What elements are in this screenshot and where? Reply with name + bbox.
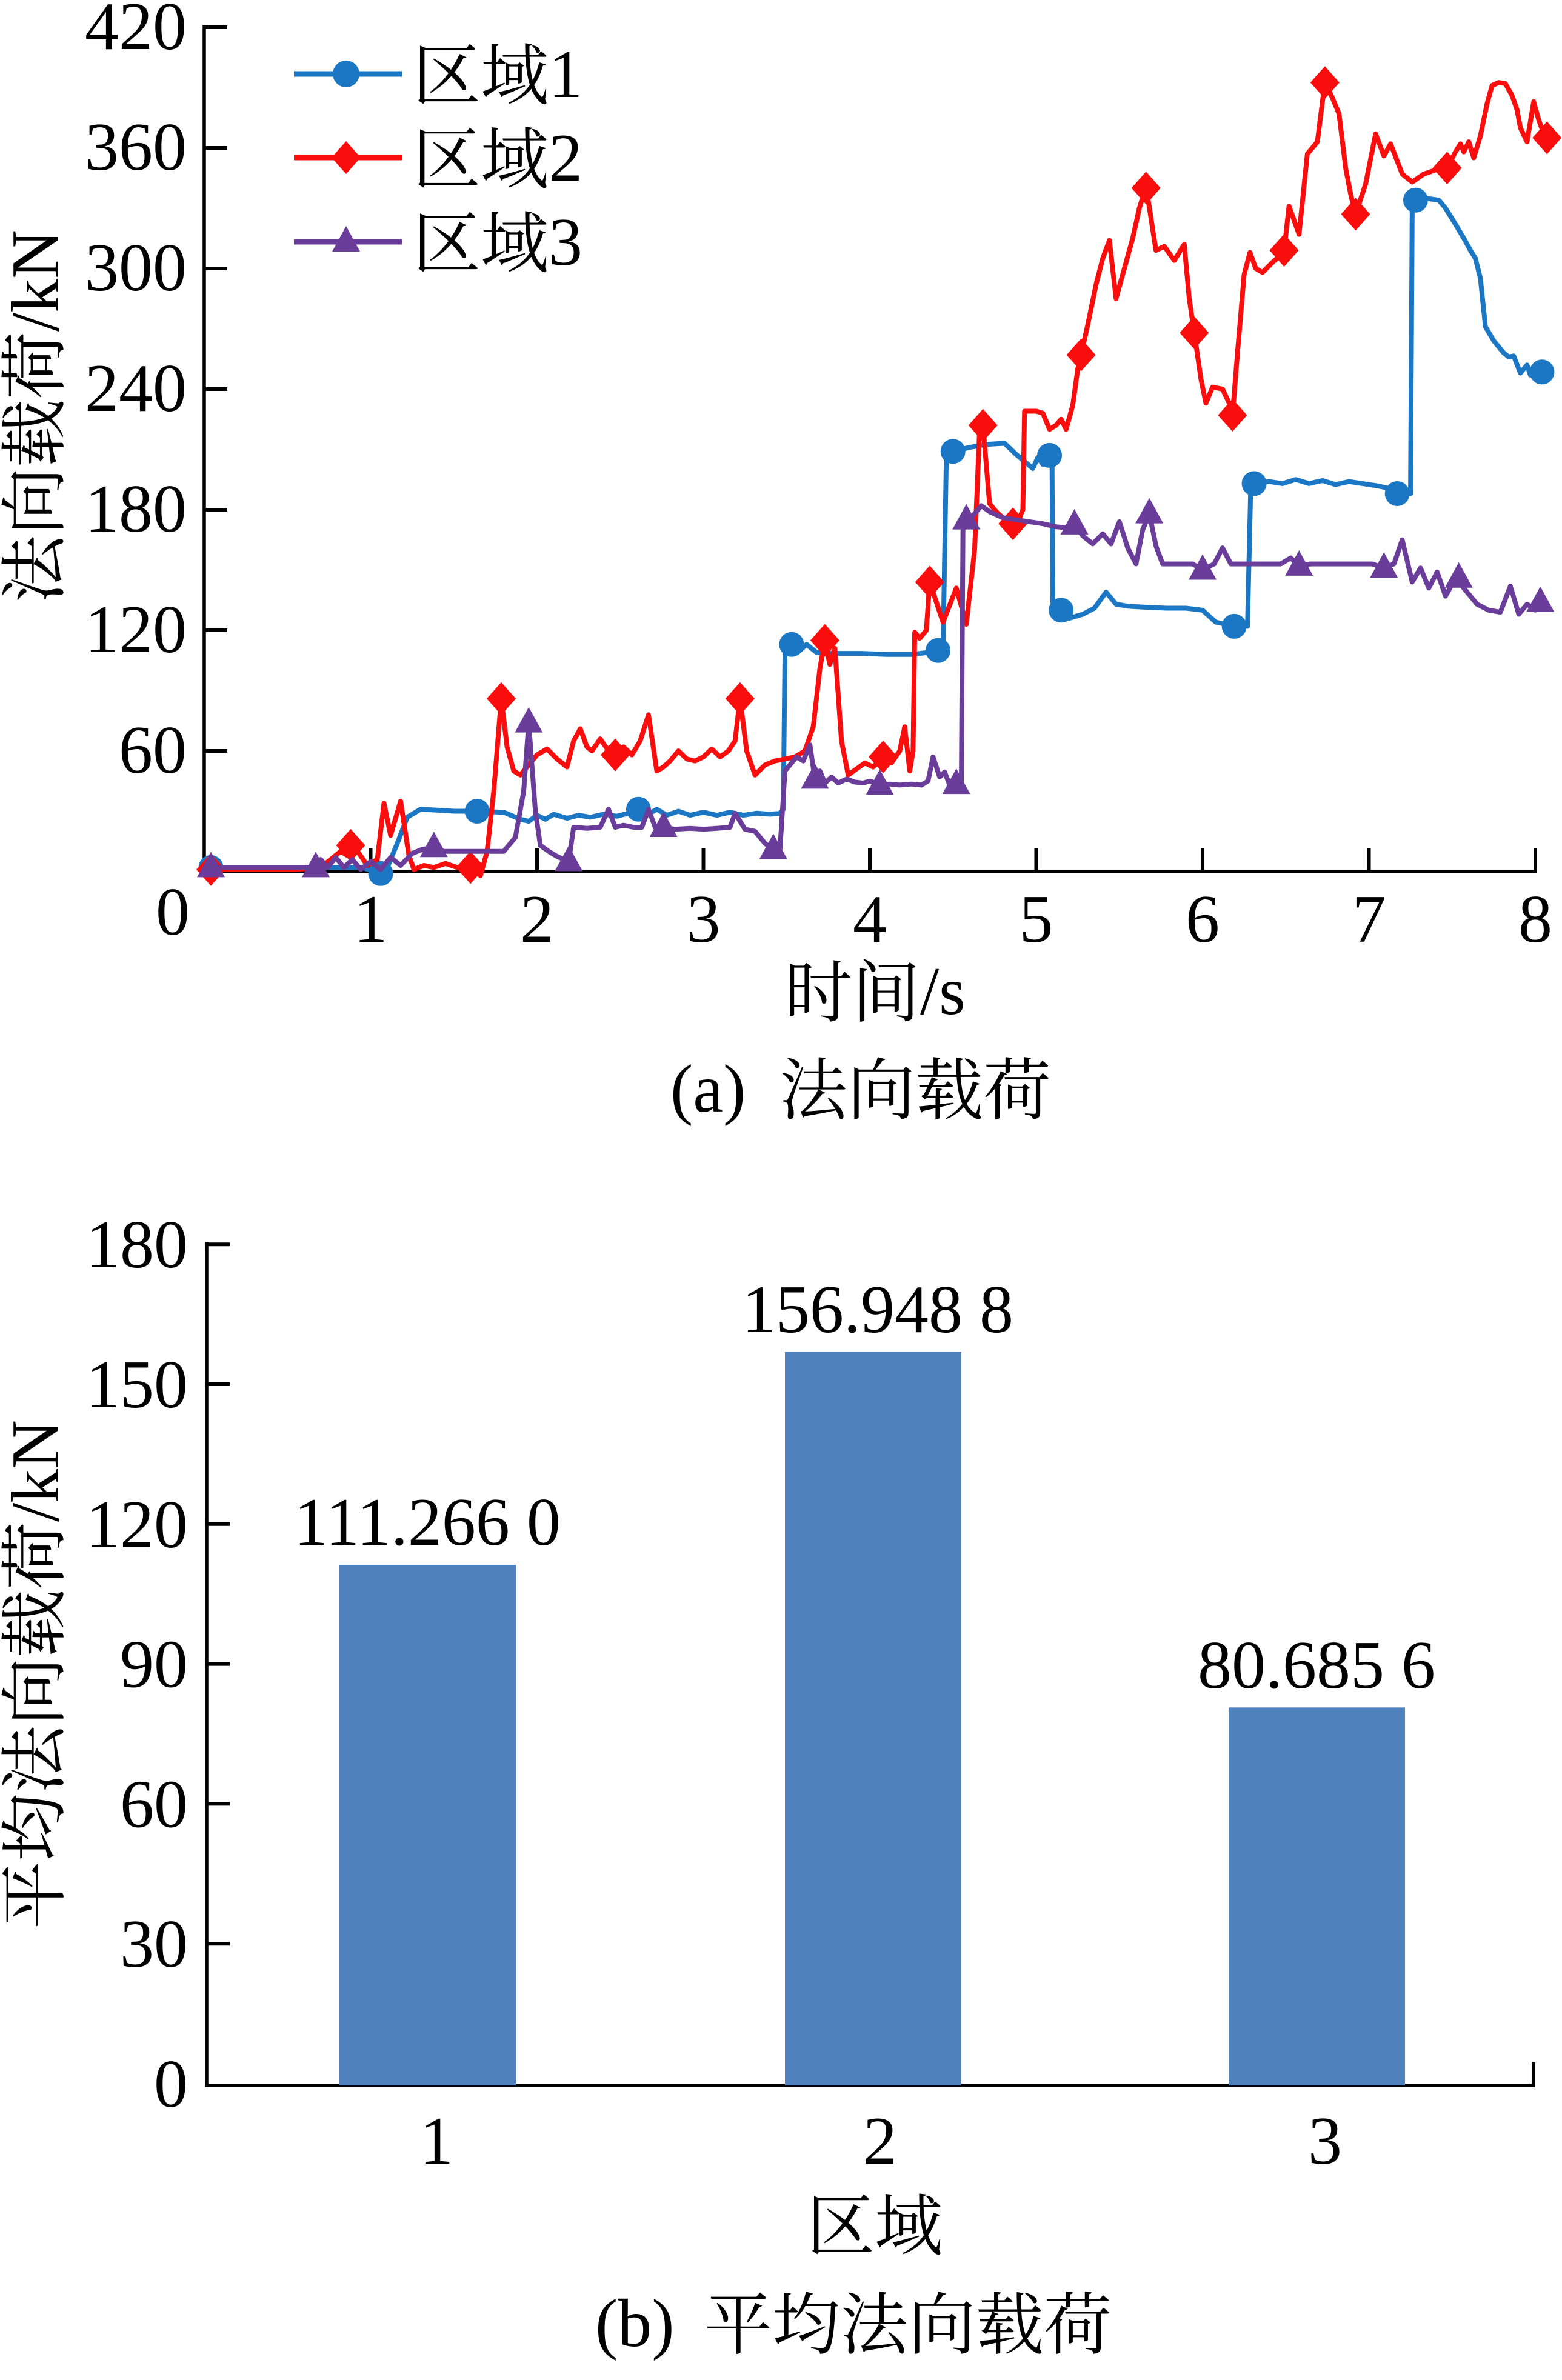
svg-text:6: 6 [1186, 882, 1220, 957]
svg-text:2: 2 [549, 121, 582, 196]
svg-text:2: 2 [520, 882, 554, 957]
svg-text:/s: /s [920, 954, 966, 1029]
svg-text:90: 90 [120, 1627, 188, 1702]
svg-text:180: 180 [85, 472, 187, 547]
svg-text:/kN: /kN [0, 230, 73, 332]
svg-text:4: 4 [853, 882, 887, 957]
svg-text:(b): (b) [595, 2286, 675, 2361]
svg-text:156.948 8: 156.948 8 [742, 1272, 1013, 1347]
svg-text:0: 0 [156, 875, 190, 950]
svg-text:(a): (a) [670, 1052, 746, 1127]
svg-text:7: 7 [1352, 882, 1386, 957]
svg-text:420: 420 [85, 0, 187, 64]
svg-text:60: 60 [120, 1767, 188, 1842]
svg-text:8: 8 [1518, 882, 1552, 957]
svg-text:180: 180 [86, 1207, 188, 1282]
svg-text:120: 120 [85, 592, 187, 667]
svg-text:360: 360 [85, 110, 187, 185]
svg-text:0: 0 [154, 2047, 188, 2122]
svg-text:5: 5 [1020, 882, 1053, 957]
svg-text:1: 1 [549, 37, 582, 112]
svg-text:3: 3 [687, 882, 721, 957]
svg-text:2: 2 [863, 2104, 897, 2179]
svg-text:3: 3 [549, 205, 582, 280]
svg-text:120: 120 [86, 1487, 188, 1562]
svg-text:300: 300 [85, 230, 187, 305]
svg-text:/kN: /kN [0, 1420, 73, 1522]
svg-text:150: 150 [86, 1347, 188, 1422]
svg-text:240: 240 [85, 351, 187, 426]
svg-text:60: 60 [119, 713, 187, 788]
svg-text:3: 3 [1308, 2104, 1342, 2179]
svg-text:1: 1 [354, 882, 388, 957]
svg-text:80.685 6: 80.685 6 [1198, 1628, 1435, 1703]
svg-text:1: 1 [419, 2104, 453, 2179]
svg-text:111.266 0: 111.266 0 [294, 1485, 561, 1560]
svg-text:30: 30 [120, 1907, 188, 1982]
